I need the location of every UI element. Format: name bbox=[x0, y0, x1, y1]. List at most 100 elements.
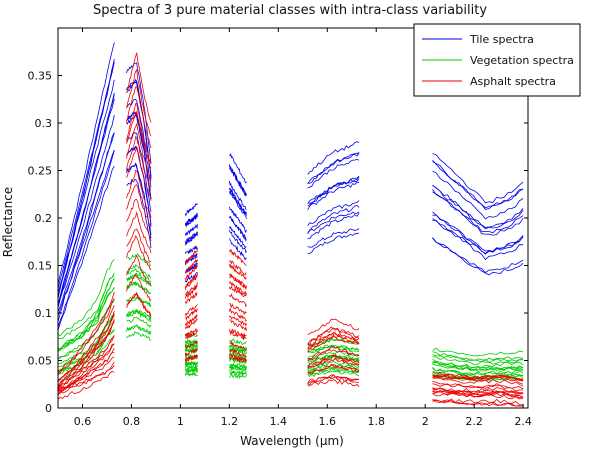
series-layer bbox=[58, 42, 524, 407]
spectrum-line bbox=[432, 356, 524, 365]
spectrum-line bbox=[307, 345, 360, 360]
spectrum-line bbox=[432, 371, 524, 382]
spectrum-line bbox=[432, 237, 524, 276]
spectrum-line bbox=[184, 354, 198, 363]
spectrum-line bbox=[432, 386, 524, 394]
spectrum-line bbox=[307, 200, 360, 227]
spectrum-line bbox=[432, 358, 524, 371]
spectrum-line bbox=[307, 228, 360, 248]
y-tick-label: 0.05 bbox=[28, 355, 53, 368]
spectrum-line bbox=[126, 331, 152, 341]
series-tile-spectra bbox=[58, 42, 524, 331]
spectrum-line bbox=[229, 164, 247, 195]
spectrum-line bbox=[229, 226, 247, 249]
spectrum-line bbox=[432, 214, 524, 252]
spectrum-line bbox=[307, 158, 360, 189]
spectrum-line bbox=[126, 273, 152, 302]
spectrum-line bbox=[126, 199, 152, 241]
spectrum-line bbox=[126, 252, 152, 267]
spectrum-line bbox=[58, 150, 115, 316]
spectrum-line bbox=[432, 366, 524, 375]
spectrum-line bbox=[307, 364, 360, 372]
spectrum-line bbox=[58, 314, 115, 368]
spectrum-line bbox=[229, 371, 247, 377]
series-asphalt-spectra bbox=[58, 52, 524, 407]
y-tick-label: 0.1 bbox=[35, 307, 53, 320]
spectrum-line bbox=[126, 254, 152, 287]
spectrum-line bbox=[126, 280, 152, 294]
spectrum-line bbox=[58, 315, 115, 364]
spectrum-line bbox=[185, 308, 198, 321]
spectrum-line bbox=[58, 58, 115, 299]
spectrum-line bbox=[58, 361, 115, 396]
spectrum-line bbox=[184, 347, 198, 356]
spectrum-line bbox=[432, 218, 524, 254]
spectrum-line bbox=[126, 235, 152, 271]
spectrum-line bbox=[432, 184, 524, 228]
legend-label: Vegetation spectra bbox=[470, 54, 574, 67]
legend-label: Asphalt spectra bbox=[470, 75, 556, 88]
chart-title: Spectra of 3 pure material classes with … bbox=[93, 3, 487, 18]
spectrum-line bbox=[58, 272, 115, 350]
spectrum-line bbox=[185, 329, 198, 340]
spectrum-line bbox=[307, 348, 360, 362]
spectrum-line bbox=[432, 159, 524, 210]
x-axis: 0.6 0.8 1 1.2 1.4 1.6 1.8 2 2.2 2.4 bbox=[74, 28, 532, 428]
spectrum-line bbox=[307, 332, 360, 350]
spectrum-line bbox=[229, 319, 247, 331]
spectrum-line bbox=[229, 293, 247, 308]
spectrum-line bbox=[184, 367, 198, 374]
y-axis-label: Reflectance bbox=[1, 187, 15, 257]
spectrum-line bbox=[229, 229, 247, 254]
spectrum-line bbox=[229, 180, 247, 210]
spectrum-line bbox=[126, 85, 152, 149]
spectrum-line bbox=[307, 152, 360, 185]
spectrum-line bbox=[126, 184, 152, 228]
spectrum-line bbox=[432, 375, 524, 385]
spectrum-line bbox=[229, 152, 247, 184]
spectrum-line bbox=[307, 211, 360, 234]
spectrum-line bbox=[58, 313, 115, 388]
spectrum-line bbox=[432, 237, 524, 274]
spectrum-line bbox=[307, 327, 360, 345]
spectrum-line bbox=[229, 285, 247, 298]
spectrum-line bbox=[184, 213, 198, 226]
spectrum-line bbox=[58, 298, 115, 376]
spectrum-line bbox=[229, 238, 247, 261]
spectrum-line bbox=[126, 324, 152, 335]
spectrum-line bbox=[307, 376, 360, 386]
spectrum-line bbox=[432, 170, 524, 220]
spectrum-line bbox=[432, 377, 524, 387]
x-tick-label: 1.2 bbox=[221, 415, 239, 428]
spectrum-line bbox=[307, 181, 360, 210]
spectrum-line bbox=[184, 203, 198, 217]
spectrum-line bbox=[184, 231, 198, 244]
spectrum-line bbox=[432, 380, 524, 392]
spectrum-line bbox=[432, 390, 524, 398]
spectrum-line bbox=[126, 162, 152, 239]
spectrum-line bbox=[307, 176, 360, 205]
spectrum-line bbox=[307, 151, 360, 184]
spectrum-line bbox=[126, 211, 152, 254]
spectrum-line bbox=[432, 211, 524, 255]
spectrum-line bbox=[307, 363, 360, 375]
spectrum-line bbox=[184, 245, 198, 255]
spectrum-line bbox=[126, 228, 152, 263]
spectrum-line bbox=[307, 360, 360, 369]
spectrum-line bbox=[126, 68, 152, 137]
spectrum-line bbox=[307, 350, 360, 359]
spectrum-line bbox=[126, 110, 152, 169]
y-tick-label: 0.15 bbox=[28, 260, 53, 273]
x-tick-label: 1.4 bbox=[270, 415, 288, 428]
spectrum-line bbox=[307, 318, 360, 336]
spectrum-line bbox=[184, 327, 198, 338]
spectrum-line bbox=[58, 287, 115, 351]
spectrum-line bbox=[307, 344, 360, 353]
x-tick-label: 1.8 bbox=[367, 415, 385, 428]
spectrum-line bbox=[58, 321, 115, 389]
spectrum-line bbox=[229, 362, 247, 370]
spectrum-line bbox=[229, 275, 247, 291]
spectrum-line bbox=[58, 335, 115, 395]
spectrum-line bbox=[229, 260, 247, 276]
spectrum-line bbox=[184, 223, 198, 237]
